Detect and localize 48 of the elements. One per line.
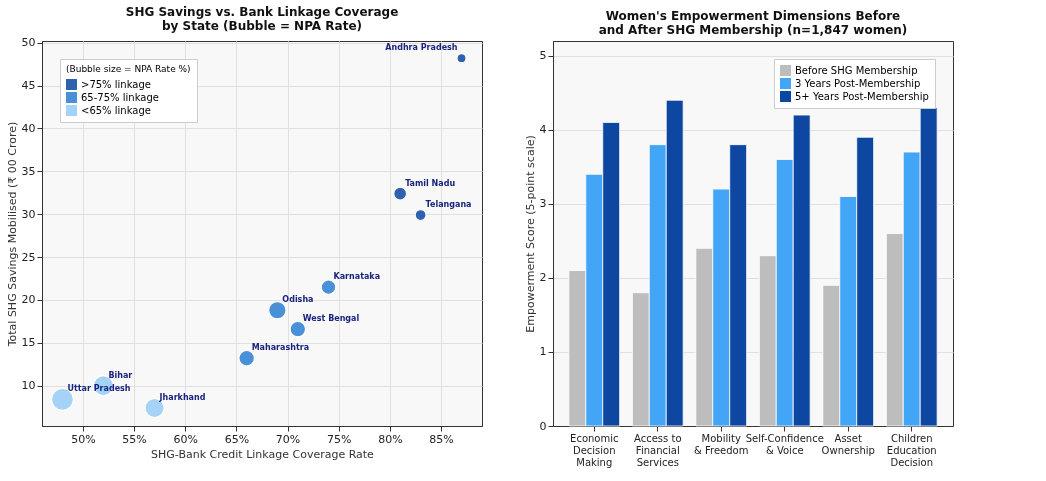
- annotation: Andhra Pradesh: [385, 43, 458, 53]
- y-tick-label: 40: [21, 121, 36, 135]
- y-axis-title: Empowerment Score (5-point scale): [523, 135, 537, 333]
- y-tick-label: 4: [539, 123, 547, 137]
- legend-label: 5+ Years Post-Membership: [795, 90, 929, 102]
- chart-title: SHG Savings vs. Bank Linkage Coverage by State (Bubble = NPA Rate): [125, 4, 399, 33]
- x-tick-label: 50%: [71, 432, 96, 446]
- y-tick-label: 10: [21, 379, 36, 393]
- annotation: Bihar: [108, 370, 133, 380]
- y-tick-label: 30: [21, 207, 36, 221]
- x-tick-label: 55%: [122, 432, 147, 446]
- y-tick-label: 25: [21, 250, 36, 264]
- legend-title: (Bubble size = NPA Rate %): [66, 64, 191, 74]
- annotation: Karnataka: [333, 272, 381, 282]
- y-tick-label: 1: [539, 345, 547, 359]
- annotation: West Bengal: [302, 314, 360, 324]
- annotation: Uttar Pradesh: [67, 384, 131, 394]
- y-tick-label: 50: [21, 36, 36, 50]
- x-tick-label: 65%: [224, 432, 250, 446]
- x-tick-label: Economic Decision Making: [570, 432, 619, 468]
- annotation: Telangana: [425, 200, 472, 210]
- annotation: Jharkhand: [158, 392, 206, 402]
- x-tick-label: 70%: [275, 432, 301, 446]
- x-axis-title: SHG-Bank Credit Linkage Coverage Rate: [151, 447, 375, 461]
- y-tick-label: 15: [21, 336, 36, 350]
- x-tick-label: 75%: [327, 432, 352, 446]
- y-tick-label: 20: [21, 293, 36, 307]
- legend-label: 65-75% linkage: [81, 91, 159, 103]
- y-tick-label: 3: [539, 197, 547, 211]
- x-tick-label: 85%: [429, 432, 454, 446]
- chart-title: Women's Empowerment Dimensions Before and After SHG Membership (n=1,847 women): [598, 9, 908, 37]
- legend-label: 3 Years Post-Membership: [795, 77, 921, 89]
- x-tick-label: Children Education Decision: [886, 432, 937, 468]
- annotation: Odisha: [282, 295, 314, 305]
- y-tick-label: 5: [539, 49, 547, 63]
- annotation: Maharashtra: [251, 343, 310, 353]
- legend-label: <65% linkage: [81, 104, 151, 116]
- legend-label: >75% linkage: [81, 78, 151, 90]
- x-tick-label: Access to Financial Services: [634, 432, 682, 468]
- y-axis-title: Total SHG Savings Mobilised (₹ 00 Crore): [5, 121, 19, 348]
- y-tick-label: 45: [21, 79, 36, 93]
- y-tick-label: 35: [21, 164, 36, 178]
- annotation: Tamil Nadu: [405, 178, 456, 188]
- y-tick-label: 2: [539, 271, 547, 285]
- x-tick-label: 60%: [173, 432, 198, 446]
- legend-label: Before SHG Membership: [795, 64, 918, 76]
- x-tick-label: 80%: [378, 432, 403, 446]
- y-tick-label: 0: [539, 419, 547, 433]
